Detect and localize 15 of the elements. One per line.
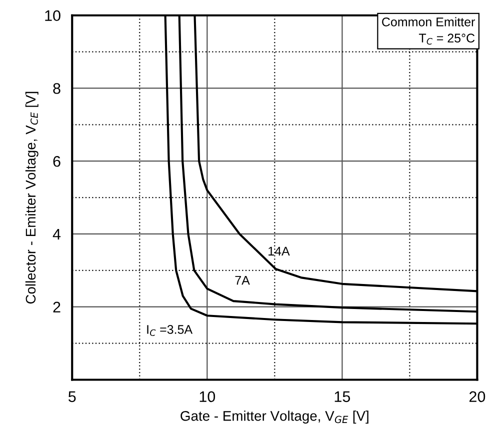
series-label: 7A [235,276,250,285]
y-tick-label: 2 [53,302,60,312]
y-tick-label: 10 [45,10,60,22]
x-axis-title: Gate - Emitter Voltage, V$_{GE}$ [V] [180,410,368,424]
x-tick-label: 20 [469,391,486,402]
series-label: 14A [268,246,290,256]
x-tick-label: 10 [200,391,216,402]
annotation: Common Emitter T$_{C}$ = 25°C [382,17,475,45]
series-label: I$_{C}$ =3.5A [147,325,193,336]
y-tick-label: 6 [53,156,60,167]
x-tick-label: 5 [68,391,76,402]
y-tick-label: 4 [52,229,61,240]
x-tick-label: 15 [334,391,350,402]
y-axis-title: Collector - Emitter Voltage, V$_{CE}$ [V] [25,92,38,304]
y-tick-label: 8 [53,83,60,94]
